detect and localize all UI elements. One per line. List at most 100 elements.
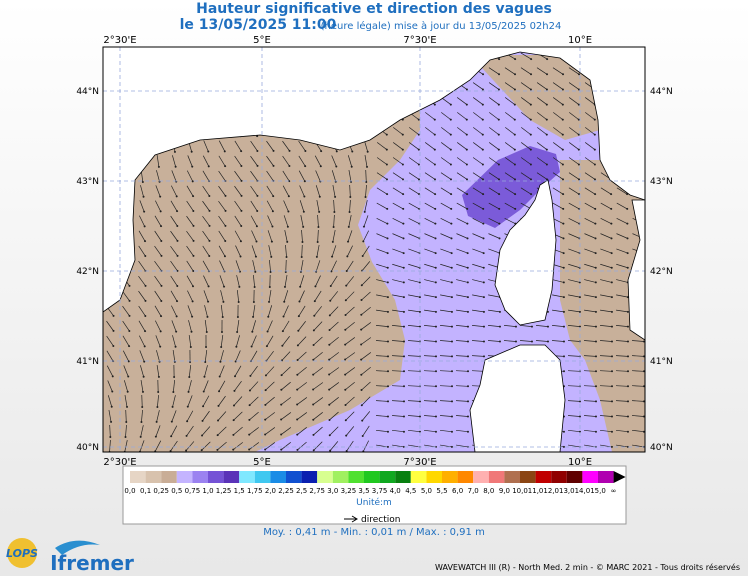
arrow-head bbox=[467, 340, 469, 342]
color-box bbox=[348, 471, 364, 483]
arrow-head bbox=[283, 301, 285, 303]
arrow-head bbox=[482, 149, 484, 151]
color-box bbox=[239, 471, 255, 483]
arrow-head bbox=[233, 390, 235, 392]
arrow-head bbox=[627, 385, 629, 387]
arrow-head bbox=[208, 210, 210, 212]
color-box bbox=[255, 471, 271, 483]
arrow-head bbox=[224, 165, 226, 167]
arrow-head bbox=[530, 88, 532, 90]
arrow-head bbox=[467, 431, 469, 433]
color-box bbox=[333, 471, 349, 483]
arrow-head bbox=[563, 446, 565, 448]
arrow-head bbox=[233, 404, 235, 406]
arrow-head bbox=[450, 178, 452, 180]
lon-label: 5°E bbox=[253, 457, 271, 468]
arrow-head bbox=[451, 416, 453, 418]
arrow-head bbox=[269, 286, 271, 288]
arrow-head bbox=[160, 255, 162, 257]
arrow-head bbox=[249, 375, 251, 377]
lat-label: 43°N bbox=[76, 177, 99, 187]
arrow-head bbox=[578, 163, 580, 165]
arrow-head bbox=[467, 400, 469, 402]
legend-label: 1,75 bbox=[247, 487, 263, 495]
arrow-head bbox=[515, 326, 517, 328]
arrow-head bbox=[403, 267, 405, 269]
arrow-head bbox=[312, 389, 314, 391]
arrow-head bbox=[344, 404, 346, 406]
color-box bbox=[489, 471, 505, 483]
arrow-head bbox=[273, 150, 275, 152]
arrow-head bbox=[329, 450, 331, 452]
arrow-head bbox=[498, 208, 500, 210]
arrow-head bbox=[403, 237, 405, 239]
arrow-head bbox=[256, 150, 258, 152]
color-box bbox=[177, 471, 193, 483]
arrow-head bbox=[333, 226, 335, 228]
arrow-head bbox=[240, 165, 242, 167]
arrow-head bbox=[482, 163, 484, 165]
arrow-head bbox=[345, 419, 347, 421]
legend-label: 0,25 bbox=[153, 487, 169, 495]
arrow-head bbox=[578, 119, 580, 121]
arrow-head bbox=[435, 385, 437, 387]
arrow-head bbox=[361, 284, 363, 286]
arrow-head bbox=[435, 252, 437, 254]
arrow-head bbox=[329, 314, 331, 316]
arrow-head bbox=[403, 385, 405, 387]
arrow-head bbox=[156, 406, 158, 408]
arrow-head bbox=[611, 385, 613, 387]
arrow-head bbox=[360, 359, 362, 361]
arrow-head bbox=[234, 375, 236, 377]
arrow-head bbox=[562, 149, 564, 151]
arrow-head bbox=[595, 281, 597, 283]
arrow-head bbox=[514, 208, 516, 210]
lat-label: 40°N bbox=[650, 443, 673, 453]
arrow-head bbox=[595, 370, 597, 372]
arrow-head bbox=[207, 301, 209, 303]
arrow-head bbox=[344, 329, 346, 331]
arrow-head bbox=[530, 149, 532, 151]
arrow-head bbox=[208, 240, 210, 242]
arrow-head bbox=[611, 252, 613, 254]
arrow-head bbox=[172, 406, 174, 408]
arrow-head bbox=[466, 88, 468, 90]
arrow-head bbox=[366, 166, 368, 168]
legend-label: 9,0 bbox=[499, 487, 510, 495]
unit: Unité:m bbox=[356, 497, 392, 508]
arrow-head bbox=[579, 311, 581, 313]
arrow-head bbox=[191, 316, 193, 318]
arrow-head bbox=[451, 326, 453, 328]
arrow-head bbox=[176, 285, 178, 287]
arrow-head bbox=[159, 346, 161, 348]
arrow-head bbox=[435, 237, 437, 239]
arrow-head bbox=[303, 196, 305, 198]
arrow-head bbox=[362, 435, 364, 437]
color-box bbox=[458, 471, 474, 483]
arrow-head bbox=[160, 210, 162, 212]
arrow-head bbox=[330, 285, 332, 287]
color-box bbox=[302, 471, 318, 483]
arrow-head bbox=[144, 315, 146, 317]
update: (heure légale) mise à jour du 13/05/2025… bbox=[321, 20, 562, 32]
arrow-head bbox=[451, 446, 453, 448]
arrow-head bbox=[610, 208, 612, 210]
color-box bbox=[473, 471, 489, 483]
arrow-head bbox=[578, 104, 580, 106]
arrow-head bbox=[157, 391, 159, 393]
arrow-head bbox=[594, 178, 596, 180]
arrow-head bbox=[483, 267, 485, 269]
arrow-head bbox=[159, 196, 161, 198]
arrow-head bbox=[188, 391, 190, 393]
arrow-head bbox=[482, 119, 484, 121]
arrow-head bbox=[387, 326, 389, 328]
lon-label: 7°30'E bbox=[403, 457, 436, 468]
arrow-head bbox=[361, 404, 363, 406]
arrow-head bbox=[563, 340, 565, 342]
arrow-head bbox=[296, 419, 298, 421]
legend-label: ∞ bbox=[611, 487, 617, 495]
arrow-head bbox=[402, 178, 404, 180]
arrow-head bbox=[361, 299, 363, 301]
arrow-head bbox=[578, 134, 580, 136]
arrow-head bbox=[224, 195, 226, 197]
